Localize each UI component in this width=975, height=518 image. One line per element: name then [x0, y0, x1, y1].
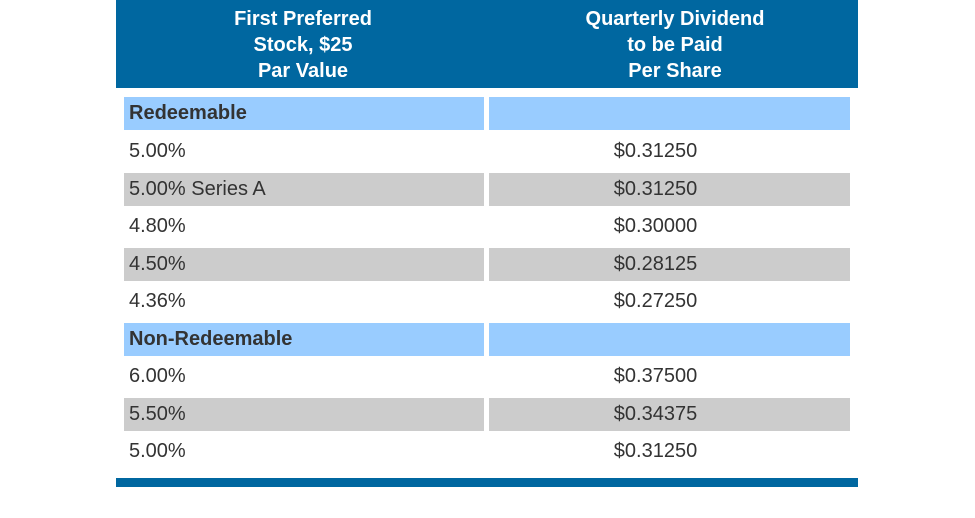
header-line: Per Share: [628, 60, 722, 82]
row-value: $0.31250: [613, 140, 698, 162]
section-blank: [489, 323, 850, 356]
row-label: 5.00%: [129, 140, 186, 162]
table-footer-bar: [116, 478, 858, 487]
section-blank: [489, 97, 850, 130]
row-value: $0.34375: [489, 398, 850, 431]
header-line: to be Paid: [627, 34, 723, 56]
row-value: $0.37500: [613, 365, 698, 387]
row-value: $0.31250: [613, 440, 698, 462]
row-label: 5.00% Series A: [124, 173, 484, 206]
row-value: $0.28125: [489, 248, 850, 281]
table-header: First Preferred Stock, $25 Par Value Quarte…: [116, 0, 858, 88]
row-value: $0.30000: [613, 215, 698, 237]
header-column: First Preferred Stock, $25 Par Value: [143, 6, 463, 84]
row-label: 4.36%: [129, 290, 186, 312]
row-label: 4.50%: [124, 248, 484, 281]
header-line: Par Value: [257, 60, 349, 82]
row-label: 5.00%: [129, 440, 186, 462]
header-line: First Preferred: [234, 8, 372, 30]
section-title: Redeemable: [124, 97, 484, 130]
row-label: 6.00%: [129, 365, 186, 387]
header-line: Quarterly Dividend: [585, 8, 765, 30]
row-label: 5.50%: [124, 398, 484, 431]
row-label: 4.80%: [129, 215, 186, 237]
row-value: $0.31250: [489, 173, 850, 206]
section-title: Non-Redeemable: [124, 323, 484, 356]
header-line: Stock, $25: [253, 34, 353, 56]
header-column: Quarterly Dividend to be Paid Per Share: [515, 6, 835, 84]
row-value: $0.27250: [613, 290, 698, 312]
